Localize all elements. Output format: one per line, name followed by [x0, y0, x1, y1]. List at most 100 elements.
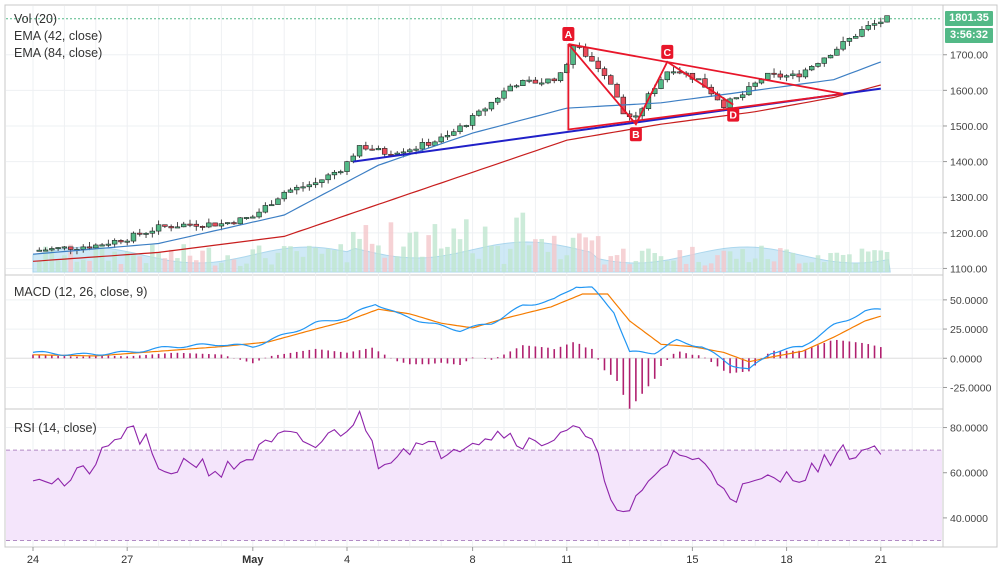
candle	[325, 174, 331, 181]
volume-bar	[683, 263, 689, 272]
volume-bar	[834, 252, 840, 272]
volume-bar	[250, 249, 256, 272]
candle	[381, 148, 388, 155]
candle	[312, 182, 319, 186]
candle	[507, 85, 513, 92]
volume-bar	[734, 258, 739, 272]
volume-bar	[495, 245, 501, 272]
candle	[394, 152, 400, 155]
candle	[344, 161, 350, 172]
volume-bar	[652, 253, 658, 272]
candle	[99, 244, 105, 247]
volume-bar	[821, 262, 827, 272]
candle	[400, 151, 407, 154]
price-tick-label: 1500.00	[950, 121, 988, 133]
volume-bar	[809, 262, 815, 272]
abcd-zigzag	[567, 43, 734, 126]
volume-bar	[413, 231, 419, 272]
candle	[545, 78, 551, 84]
volume-bar	[156, 251, 161, 272]
candle	[55, 247, 61, 249]
volume-bar	[445, 246, 450, 272]
price-axis[interactable]	[942, 4, 998, 548]
volume-bar	[752, 258, 758, 272]
ema84-line	[32, 84, 881, 262]
volume-bar	[790, 252, 796, 272]
volume-bar	[551, 235, 557, 272]
volume-bar	[489, 245, 494, 272]
volume-bar	[275, 252, 281, 272]
volume-bar	[187, 255, 193, 272]
volume-bar	[884, 251, 890, 272]
candle	[670, 71, 677, 74]
candle	[319, 179, 325, 183]
candle	[80, 246, 86, 250]
rsi-line	[32, 409, 882, 513]
candle	[476, 110, 482, 116]
volume-bar	[614, 255, 620, 272]
volume-bar	[200, 250, 205, 272]
candle	[438, 136, 444, 143]
volume-bar	[263, 258, 268, 272]
volume-bar	[847, 254, 852, 272]
volume-bar	[690, 246, 695, 272]
volume-bar	[589, 240, 595, 272]
candle	[224, 222, 231, 225]
candle	[306, 184, 313, 188]
candle	[783, 75, 790, 78]
volume-bar	[696, 261, 701, 272]
volume-bar	[357, 238, 362, 272]
candle	[218, 223, 225, 227]
candle	[859, 29, 865, 37]
candle	[419, 142, 426, 150]
price-tick-label: 1400.00	[950, 157, 988, 169]
x-tick-label: 4	[344, 554, 350, 566]
volume-bar	[175, 258, 180, 272]
candle	[42, 249, 49, 252]
x-tick-label: 11	[561, 554, 572, 566]
volume-bar	[564, 255, 570, 272]
volume-bar	[137, 256, 143, 272]
volume-bar	[206, 247, 212, 272]
candle	[658, 79, 664, 89]
pattern-label-bg	[562, 27, 575, 42]
candle	[871, 23, 878, 26]
candle	[463, 125, 470, 127]
volume-bar	[168, 249, 174, 272]
volume-bar	[727, 251, 733, 272]
last-price-tag: 1801.35	[945, 11, 993, 26]
candle	[532, 79, 539, 84]
volume-bar	[407, 232, 413, 272]
candle	[840, 41, 846, 50]
volume-bar	[828, 253, 833, 272]
candle	[250, 216, 256, 219]
candle	[338, 171, 344, 174]
macd-line	[32, 286, 881, 370]
candle	[193, 223, 199, 227]
volume-bar	[759, 245, 764, 272]
volume-bar	[464, 219, 469, 272]
candle	[526, 79, 532, 82]
volume-bar	[721, 250, 727, 272]
candle	[501, 90, 507, 99]
volume-bar	[394, 256, 400, 272]
volume-bar	[520, 212, 526, 272]
volume-bar	[514, 217, 519, 272]
rsi-tick-label: 40.0000	[950, 513, 988, 525]
candle	[513, 85, 520, 88]
candle	[608, 75, 614, 85]
candle	[231, 222, 237, 225]
volume-bar	[237, 265, 243, 272]
candle	[595, 60, 601, 70]
x-tick-label: 18	[780, 554, 792, 566]
volume-bar	[583, 237, 588, 272]
volume-bar	[212, 265, 218, 272]
rsi-band	[6, 450, 942, 541]
price-tick-label: 1700.00	[950, 50, 988, 62]
volume-bar	[36, 260, 42, 272]
volume-bar	[43, 246, 48, 272]
candle	[538, 82, 545, 85]
price-legend: Vol (20) EMA (42, close) EMA (84, close)	[14, 11, 102, 62]
volume-bar	[533, 239, 538, 272]
